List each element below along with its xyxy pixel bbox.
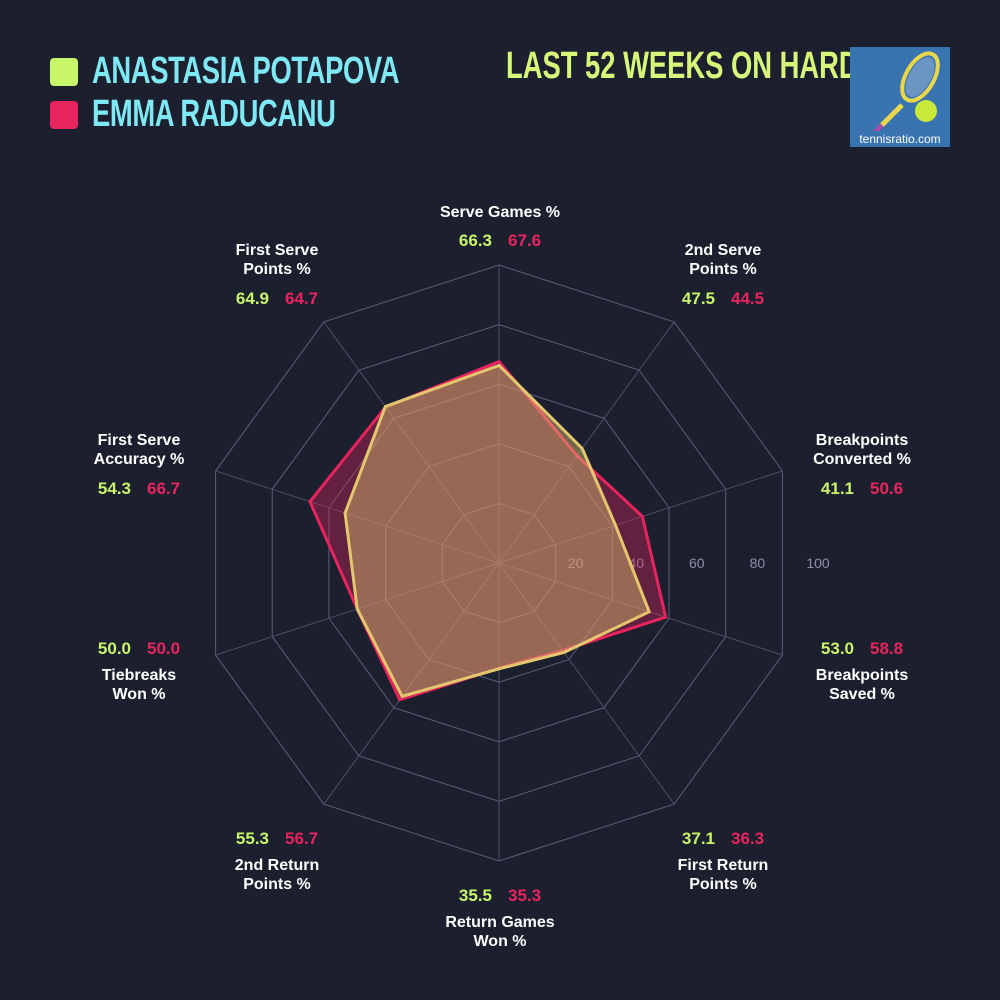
- grid-spoke: [498, 470, 783, 564]
- axis-values: 53.0 58.8: [762, 639, 962, 659]
- grid-spoke: [323, 562, 500, 805]
- axis-label-line: Saved %: [829, 686, 895, 703]
- value-label-raducanu: 36.3: [731, 829, 765, 848]
- grid-spoke: [498, 562, 783, 656]
- value-label-raducanu: 64.7: [285, 289, 319, 308]
- axis-label: Breakpoints Converted %: [762, 431, 962, 469]
- axis-label: Tiebreaks Won %: [39, 666, 239, 704]
- axis-values: 64.9 64.7: [177, 289, 377, 309]
- axis-values: 35.5 35.3: [400, 886, 600, 906]
- chart-title: LAST 52 WEEKS ON HARD: [506, 45, 859, 87]
- grid-spoke: [498, 321, 675, 564]
- axis-label-line: Points %: [689, 261, 757, 278]
- axis-label-line: First Serve: [97, 432, 181, 449]
- tick-label: 100: [806, 555, 830, 571]
- axis-values: 66.3 67.6: [400, 231, 600, 251]
- axis-label: 2nd Serve Points %: [623, 241, 823, 279]
- axis-values: 54.3 66.7: [39, 479, 239, 499]
- axis-label-line: First Return: [677, 857, 769, 874]
- value-label-raducanu: 58.8: [870, 639, 904, 658]
- axis-label: 2nd Return Points %: [177, 856, 377, 894]
- value-label-raducanu: 56.7: [285, 829, 319, 848]
- legend-swatch: [50, 101, 78, 129]
- value-label-potapova: 66.3: [458, 231, 492, 250]
- legend-label: EMMA RADUCANU: [92, 93, 336, 135]
- value-label-potapova: 35.5: [458, 886, 492, 905]
- axis-label-line: Points %: [689, 876, 757, 893]
- axis-label-line: Breakpoints: [815, 667, 909, 684]
- value-label-potapova: 41.1: [820, 479, 854, 498]
- axis-label: First Return Points %: [623, 856, 823, 894]
- value-label-raducanu: 66.7: [147, 479, 181, 498]
- tick-label: 20: [568, 555, 584, 571]
- axis-values: 47.5 44.5: [623, 289, 823, 309]
- axis-label-line: Breakpoints: [815, 432, 909, 449]
- tick-label: 60: [689, 555, 705, 571]
- axis-label-line: Tiebreaks: [101, 667, 177, 684]
- value-label-raducanu: 67.6: [508, 231, 542, 250]
- legend-label: ANASTASIA POTAPOVA: [92, 50, 400, 92]
- axis-label: Serve Games %: [400, 203, 600, 222]
- axis-label-line: First Serve: [235, 242, 319, 259]
- value-label-potapova: 37.1: [681, 829, 715, 848]
- value-label-raducanu: 50.6: [870, 479, 904, 498]
- value-label-raducanu: 35.3: [508, 886, 542, 905]
- axis-label-line: Converted %: [813, 451, 911, 468]
- logo-text: tennisratio.com: [859, 132, 940, 146]
- grid-spoke: [215, 470, 500, 564]
- grid-spoke: [498, 562, 675, 805]
- axis-label-line: Points %: [243, 876, 311, 893]
- legend-swatch: [50, 58, 78, 86]
- axis-label-line: Points %: [243, 261, 311, 278]
- value-label-potapova: 47.5: [681, 289, 715, 308]
- value-label-potapova: 54.3: [97, 479, 131, 498]
- value-label-potapova: 55.3: [235, 829, 269, 848]
- axis-label-line: Accuracy %: [93, 451, 185, 468]
- axis-label-line: 2nd Return: [234, 857, 320, 874]
- value-label-raducanu: 44.5: [731, 289, 765, 308]
- axis-label-line: Won %: [473, 933, 527, 950]
- axis-label: First Serve Points %: [177, 241, 377, 279]
- axis-label-line: Won %: [112, 686, 166, 703]
- axis-values: 37.1 36.3: [623, 829, 823, 849]
- axis-values: 50.0 50.0: [39, 639, 239, 659]
- tick-label: 80: [750, 555, 766, 571]
- value-label-potapova: 53.0: [820, 639, 854, 658]
- axis-label: First Serve Accuracy %: [39, 431, 239, 469]
- axis-values: 55.3 56.7: [177, 829, 377, 849]
- series-polygon-potapova: [343, 363, 652, 699]
- axis-label: Breakpoints Saved %: [762, 666, 962, 704]
- axis-label: Return Games Won %: [400, 913, 600, 951]
- tennisratio-logo[interactable]: tennisratio.com: [850, 47, 950, 147]
- grid-spoke: [323, 321, 500, 564]
- axis-label-line: Return Games: [445, 914, 555, 931]
- value-label-potapova: 50.0: [97, 639, 131, 658]
- axis-label-line: Serve Games %: [439, 204, 561, 221]
- axis-label-line: 2nd Serve: [684, 242, 762, 259]
- value-label-potapova: 64.9: [235, 289, 269, 308]
- axis-values: 41.1 50.6: [762, 479, 962, 499]
- value-label-raducanu: 50.0: [147, 639, 181, 658]
